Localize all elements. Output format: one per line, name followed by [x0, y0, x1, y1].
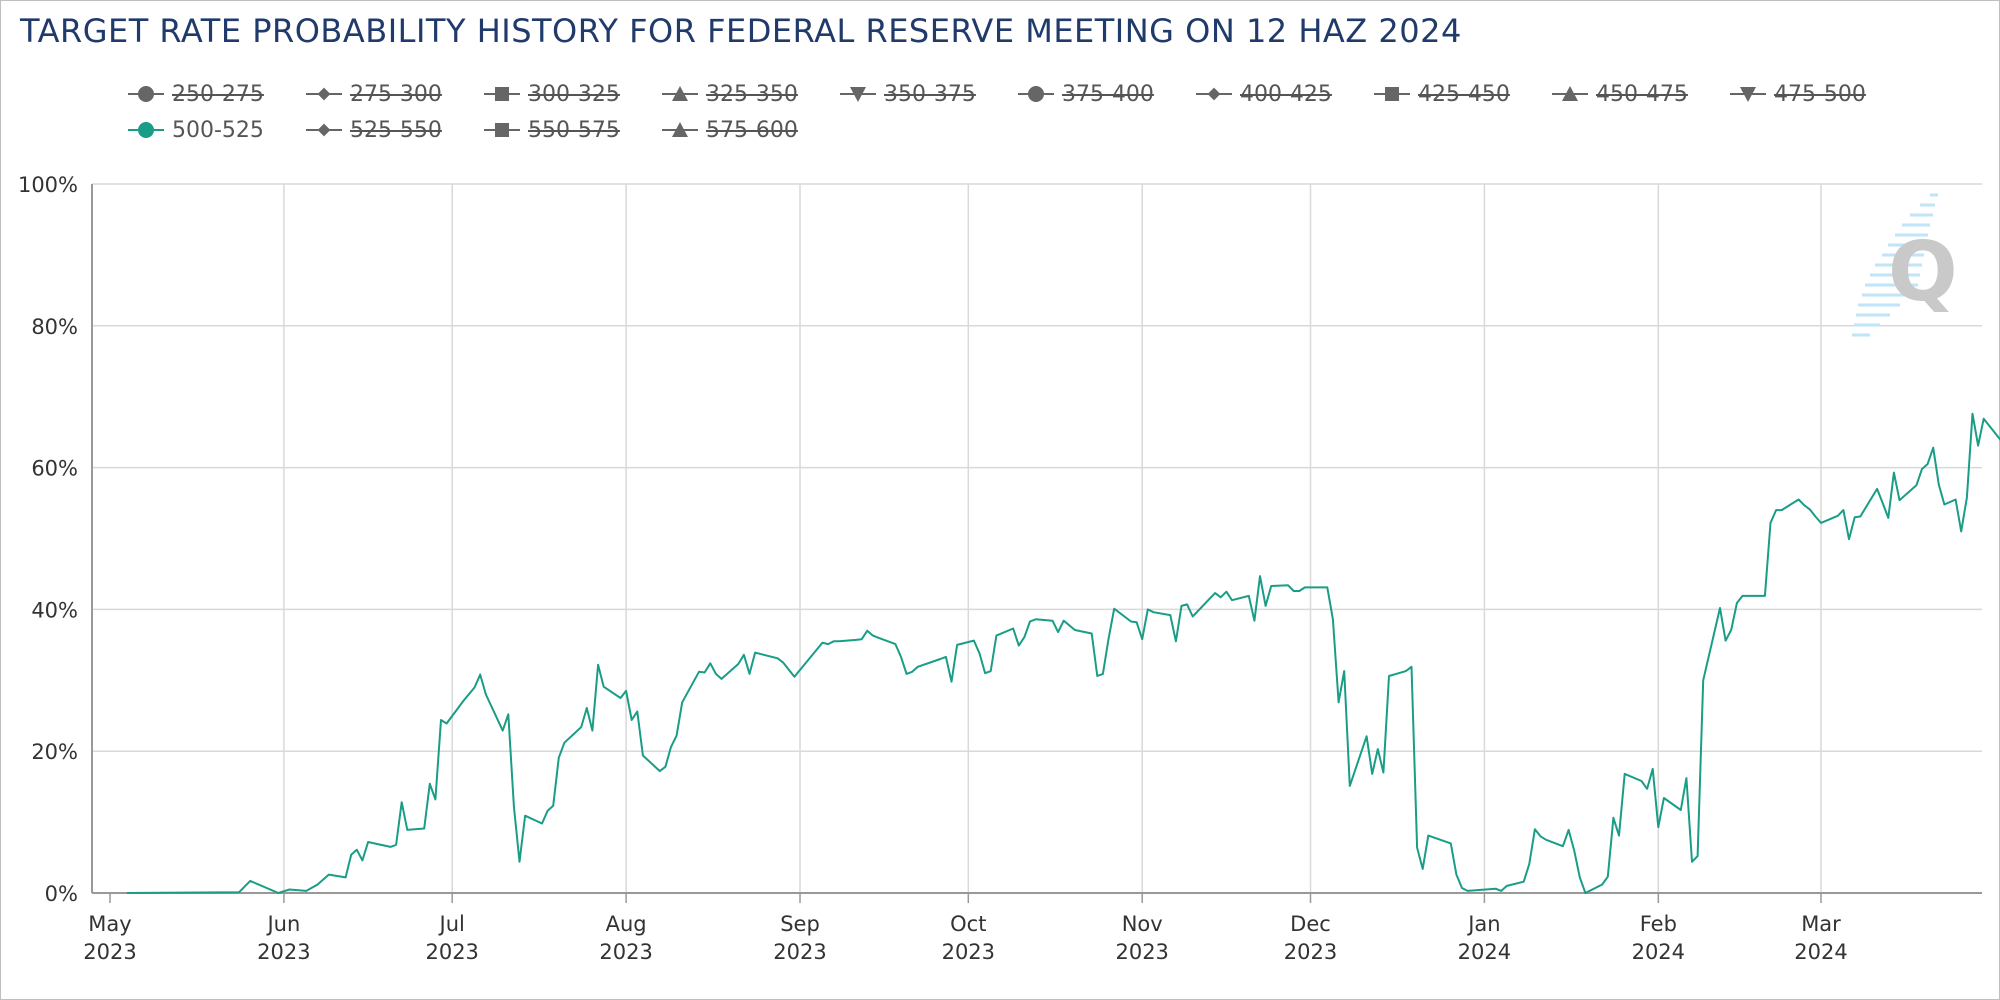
x-tick-label-month: Nov [1122, 912, 1163, 936]
legend-label: 425-450 [1418, 81, 1510, 107]
square-marker-icon [484, 79, 520, 109]
legend-item-300-325[interactable]: 300-325 [484, 79, 620, 109]
legend-label: 275-300 [350, 81, 442, 107]
x-tick-label-year: 2024 [1632, 940, 1685, 964]
x-tick-label-month: Aug [606, 912, 647, 936]
legend-label: 575-600 [706, 117, 798, 143]
legend-item-350-375[interactable]: 350-375 [840, 79, 976, 109]
legend-label: 400-425 [1240, 81, 1332, 107]
legend-item-425-450[interactable]: 425-450 [1374, 79, 1510, 109]
legend-item-475-500[interactable]: 475-500 [1730, 79, 1866, 109]
x-tick-label-month: Jan [1466, 912, 1500, 936]
diamond-marker-icon [306, 115, 342, 145]
x-tick-label-year: 2023 [1115, 940, 1168, 964]
y-tick-label: 80% [31, 315, 78, 339]
legend-label: 525-550 [350, 117, 442, 143]
x-tick-label-month: Feb [1640, 912, 1677, 936]
circle-marker-icon [1018, 79, 1054, 109]
triangle-up-marker-icon [662, 115, 698, 145]
x-tick-label-month: Oct [950, 912, 986, 936]
x-tick-label-year: 2023 [425, 940, 478, 964]
legend-label: 550-575 [528, 117, 620, 143]
legend-label: 300-325 [528, 81, 620, 107]
legend-label: 350-375 [884, 81, 976, 107]
square-marker-icon [1374, 79, 1410, 109]
legend-item-575-600[interactable]: 575-600 [662, 115, 798, 145]
triangle-up-marker-icon [662, 79, 698, 109]
x-tick-label-month: Mar [1801, 912, 1841, 936]
legend-label: 250-275 [172, 81, 264, 107]
x-tick-label-year: 2023 [942, 940, 995, 964]
watermark-logo: Q [1852, 193, 1958, 337]
x-tick-label-year: 2023 [773, 940, 826, 964]
legend-label: 475-500 [1774, 81, 1866, 107]
legend-item-400-425[interactable]: 400-425 [1196, 79, 1332, 109]
legend-item-525-550[interactable]: 525-550 [306, 115, 442, 145]
legend-item-325-350[interactable]: 325-350 [662, 79, 798, 109]
x-tick-label-month: Jul [438, 912, 465, 936]
diamond-marker-icon [1196, 79, 1232, 109]
legend-label: 375-400 [1062, 81, 1154, 107]
square-marker-icon [484, 115, 520, 145]
triangle-down-marker-icon [1730, 79, 1766, 109]
legend-item-375-400[interactable]: 375-400 [1018, 79, 1154, 109]
x-tick-label-year: 2023 [83, 940, 136, 964]
y-tick-label: 20% [31, 740, 78, 764]
circle-marker-icon [128, 79, 164, 109]
legend-label: 500-525 [172, 117, 264, 143]
diamond-marker-icon [306, 79, 342, 109]
y-tick-label: 60% [31, 457, 78, 481]
legend-label: 450-475 [1596, 81, 1688, 107]
y-tick-label: 40% [31, 598, 78, 622]
x-tick-label-year: 2023 [1284, 940, 1337, 964]
x-tick-label-year: 2024 [1458, 940, 1511, 964]
y-tick-label: 100% [18, 173, 78, 197]
legend-item-275-300[interactable]: 275-300 [306, 79, 442, 109]
x-tick-label-month: May [88, 912, 131, 936]
legend-item-250-275[interactable]: 250-275 [128, 79, 264, 109]
x-tick-label-year: 2023 [257, 940, 310, 964]
triangle-down-marker-icon [840, 79, 876, 109]
series-line-500-525 [126, 412, 2000, 894]
x-tick-label-year: 2024 [1794, 940, 1847, 964]
legend-item-550-575[interactable]: 550-575 [484, 115, 620, 145]
chart-title: TARGET RATE PROBABILITY HISTORY FOR FEDE… [20, 12, 1462, 50]
x-tick-label-month: Sep [780, 912, 820, 936]
legend: 250-275 275-300 300-325 325-350 350-375 375-4… [0, 0, 2000, 170]
x-tick-label-month: Jun [265, 912, 300, 936]
circle-marker-icon [128, 115, 164, 145]
x-tick-label-month: Dec [1290, 912, 1331, 936]
legend-item-500-525[interactable]: 500-525 [128, 115, 264, 145]
legend-item-450-475[interactable]: 450-475 [1552, 79, 1688, 109]
triangle-up-marker-icon [1552, 79, 1588, 109]
y-tick-label: 0% [45, 882, 78, 906]
legend-label: 325-350 [706, 81, 798, 107]
x-tick-label-year: 2023 [599, 940, 652, 964]
svg-text:Q: Q [1888, 225, 1958, 320]
